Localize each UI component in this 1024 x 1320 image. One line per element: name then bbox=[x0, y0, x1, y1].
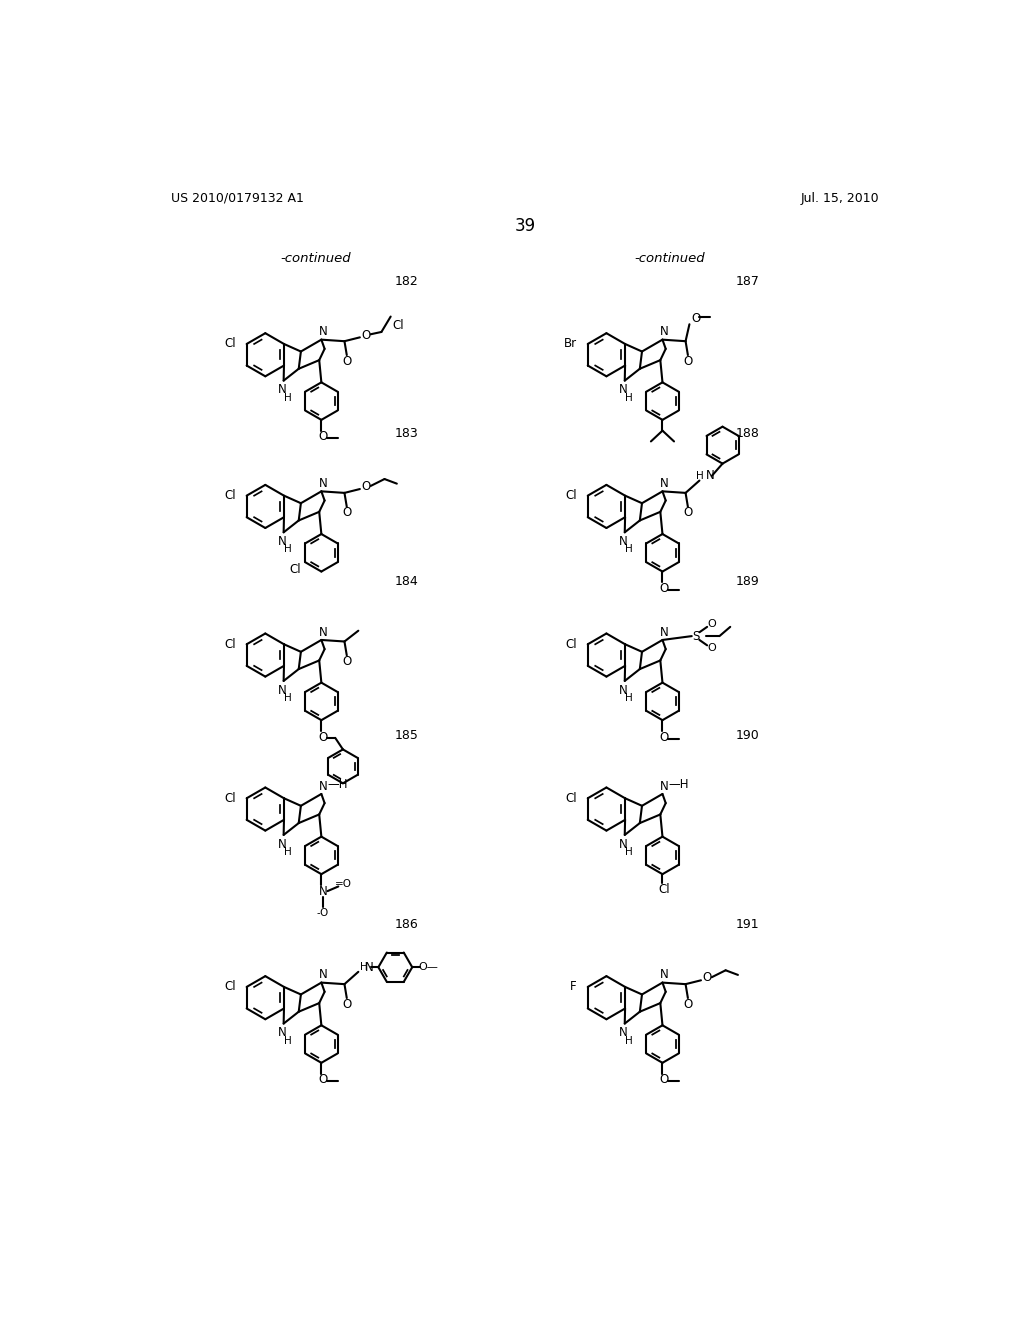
Text: N: N bbox=[618, 535, 628, 548]
Text: Cl: Cl bbox=[224, 638, 236, 651]
Text: Cl: Cl bbox=[565, 638, 577, 651]
Text: 186: 186 bbox=[394, 917, 419, 931]
Text: O: O bbox=[342, 655, 351, 668]
Text: Cl: Cl bbox=[392, 319, 403, 333]
Text: Cl: Cl bbox=[658, 883, 670, 896]
Text: N: N bbox=[318, 884, 328, 898]
Text: N: N bbox=[659, 477, 669, 490]
Text: S: S bbox=[692, 630, 699, 643]
Text: N: N bbox=[365, 961, 373, 974]
Text: H: H bbox=[359, 962, 368, 973]
Text: N: N bbox=[706, 469, 715, 482]
Text: Jul. 15, 2010: Jul. 15, 2010 bbox=[801, 191, 879, 205]
Text: 191: 191 bbox=[736, 917, 760, 931]
Text: N: N bbox=[659, 780, 669, 793]
Text: O: O bbox=[318, 730, 328, 743]
Text: O: O bbox=[683, 998, 692, 1011]
Text: N: N bbox=[318, 626, 328, 639]
Text: O: O bbox=[702, 972, 712, 985]
Text: O: O bbox=[342, 355, 351, 368]
Text: Cl: Cl bbox=[224, 792, 236, 805]
Text: O: O bbox=[708, 643, 716, 653]
Text: O: O bbox=[683, 355, 692, 368]
Text: O: O bbox=[683, 507, 692, 519]
Text: —H: —H bbox=[328, 779, 348, 791]
Text: N: N bbox=[278, 1027, 287, 1039]
Text: O: O bbox=[361, 329, 371, 342]
Text: N: N bbox=[318, 326, 328, 338]
Text: O: O bbox=[318, 430, 328, 444]
Text: H: H bbox=[285, 1035, 292, 1045]
Text: Cl: Cl bbox=[224, 981, 236, 994]
Text: Cl: Cl bbox=[290, 564, 301, 577]
Text: N: N bbox=[659, 969, 669, 981]
Text: O: O bbox=[318, 1073, 328, 1086]
Text: N: N bbox=[318, 969, 328, 981]
Text: Br: Br bbox=[564, 338, 577, 351]
Text: N: N bbox=[278, 684, 287, 697]
Text: N: N bbox=[318, 477, 328, 490]
Text: Cl: Cl bbox=[565, 792, 577, 805]
Text: O: O bbox=[708, 619, 716, 628]
Text: N: N bbox=[659, 326, 669, 338]
Text: H: H bbox=[626, 392, 633, 403]
Text: —H: —H bbox=[669, 779, 689, 791]
Text: H: H bbox=[626, 1035, 633, 1045]
Text: N: N bbox=[618, 383, 628, 396]
Text: 190: 190 bbox=[736, 730, 760, 742]
Text: -continued: -continued bbox=[280, 252, 350, 265]
Text: 39: 39 bbox=[514, 218, 536, 235]
Text: N: N bbox=[278, 838, 287, 850]
Text: Cl: Cl bbox=[224, 338, 236, 351]
Text: -continued: -continued bbox=[634, 252, 705, 265]
Text: H: H bbox=[285, 392, 292, 403]
Text: N: N bbox=[659, 626, 669, 639]
Text: H: H bbox=[695, 471, 703, 480]
Text: N: N bbox=[618, 838, 628, 850]
Text: 188: 188 bbox=[736, 426, 760, 440]
Text: N: N bbox=[278, 383, 287, 396]
Text: H: H bbox=[626, 544, 633, 554]
Text: Cl: Cl bbox=[224, 490, 236, 502]
Text: 187: 187 bbox=[736, 275, 760, 288]
Text: O: O bbox=[659, 582, 669, 595]
Text: N: N bbox=[278, 535, 287, 548]
Text: Cl: Cl bbox=[565, 490, 577, 502]
Text: O: O bbox=[361, 480, 371, 494]
Text: O—: O— bbox=[419, 962, 438, 973]
Text: F: F bbox=[570, 981, 577, 994]
Text: 189: 189 bbox=[736, 576, 760, 589]
Text: H: H bbox=[626, 693, 633, 702]
Text: N: N bbox=[318, 780, 328, 793]
Text: 182: 182 bbox=[394, 275, 419, 288]
Text: =O: =O bbox=[335, 879, 351, 890]
Text: O: O bbox=[659, 1073, 669, 1086]
Text: O: O bbox=[342, 998, 351, 1011]
Text: H: H bbox=[626, 847, 633, 857]
Text: -O: -O bbox=[316, 908, 329, 917]
Text: N: N bbox=[618, 1027, 628, 1039]
Text: 184: 184 bbox=[394, 576, 419, 589]
Text: H: H bbox=[285, 693, 292, 702]
Text: H: H bbox=[285, 847, 292, 857]
Text: H: H bbox=[285, 544, 292, 554]
Text: 183: 183 bbox=[394, 426, 419, 440]
Text: US 2010/0179132 A1: US 2010/0179132 A1 bbox=[171, 191, 303, 205]
Text: O: O bbox=[691, 312, 700, 325]
Text: 185: 185 bbox=[394, 730, 419, 742]
Text: N: N bbox=[618, 684, 628, 697]
Text: O: O bbox=[659, 730, 669, 743]
Text: O: O bbox=[342, 507, 351, 519]
